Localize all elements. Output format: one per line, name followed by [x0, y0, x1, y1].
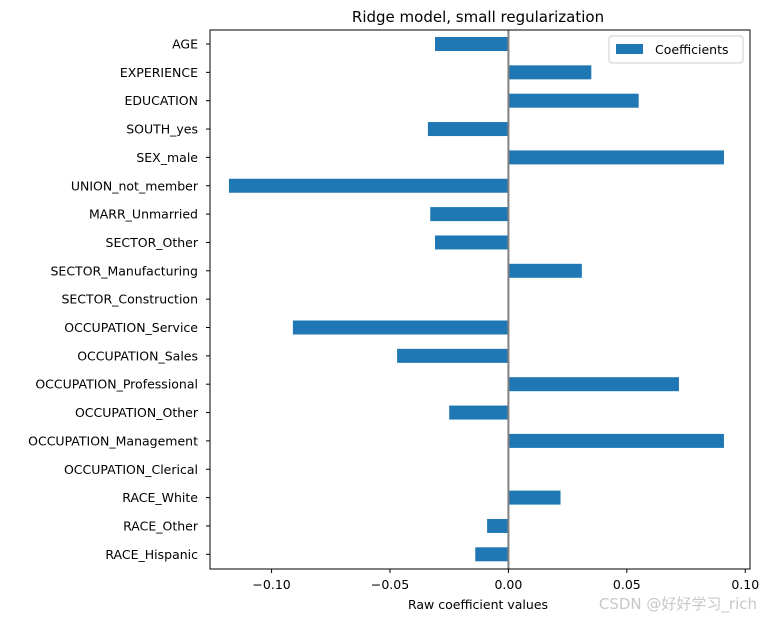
x-axis: −0.10 −0.05 0.00 0.05 0.10	[252, 569, 759, 592]
bar-sector-other	[435, 235, 509, 250]
bar-occupation-sales	[397, 348, 509, 363]
bar-race-other	[487, 518, 509, 533]
bar-education	[508, 93, 639, 108]
y-tick-label: OCCUPATION_Management	[28, 433, 198, 448]
bar-marr-unmarried	[430, 207, 509, 222]
y-tick-label: RACE_Hispanic	[105, 547, 198, 562]
watermark: CSDN @好好学习_rich	[599, 595, 757, 614]
bar-sex-male	[508, 150, 724, 165]
y-tick-label: OCCUPATION_Service	[64, 320, 198, 335]
y-tick-label: MARR_Unmarried	[89, 207, 198, 222]
y-tick-label: OCCUPATION_Clerical	[64, 462, 198, 477]
bar-race-hispanic	[475, 547, 509, 562]
plot-frame	[209, 29, 751, 570]
bar-south-yes	[427, 122, 509, 137]
bar-age	[435, 37, 509, 51]
y-tick-label: RACE_White	[122, 490, 198, 505]
chart-title: Ridge model, small regularization	[352, 8, 604, 26]
legend: Coefficients	[608, 35, 744, 64]
y-tick-label: AGE	[172, 37, 198, 52]
x-tick-label: 0.10	[731, 577, 759, 592]
x-tick-label: 0.05	[613, 577, 641, 592]
bar-occupation-other	[449, 405, 509, 420]
y-axis: AGE EXPERIENCE EDUCATION SOUTH_yes SEX_male U…	[28, 37, 210, 562]
y-tick-label: EDUCATION	[125, 93, 199, 108]
x-tick-label: 0.00	[494, 577, 522, 592]
y-tick-label: SECTOR_Other	[106, 235, 199, 250]
y-tick-label: SEX_male	[136, 150, 198, 165]
bars-group	[228, 37, 724, 562]
y-tick-label: OCCUPATION_Sales	[77, 348, 198, 363]
legend-swatch	[616, 44, 643, 54]
x-tick-label: −0.10	[252, 577, 290, 592]
bar-experience	[508, 65, 592, 80]
y-tick-label: RACE_Other	[123, 518, 199, 533]
y-tick-label: SECTOR_Construction	[61, 292, 198, 307]
legend-label: Coefficients	[655, 42, 729, 57]
bar-occupation-management	[508, 433, 724, 448]
x-axis-label: Raw coefficient values	[408, 597, 548, 612]
x-tick-label: −0.05	[371, 577, 409, 592]
bar-sector-manufacturing	[508, 263, 582, 278]
y-tick-label: SOUTH_yes	[126, 122, 198, 137]
y-tick-label: OCCUPATION_Other	[75, 405, 199, 420]
bar-race-white	[508, 490, 561, 505]
legend-box	[608, 35, 744, 64]
y-tick-label: OCCUPATION_Professional	[35, 377, 198, 392]
y-tick-label: SECTOR_Manufacturing	[51, 263, 199, 278]
bar-occupation-professional	[508, 377, 679, 392]
y-tick-label: UNION_not_member	[71, 178, 199, 193]
y-tick-label: EXPERIENCE	[120, 65, 198, 80]
bar-union-not-member	[228, 178, 509, 193]
bar-occupation-service	[292, 320, 509, 335]
